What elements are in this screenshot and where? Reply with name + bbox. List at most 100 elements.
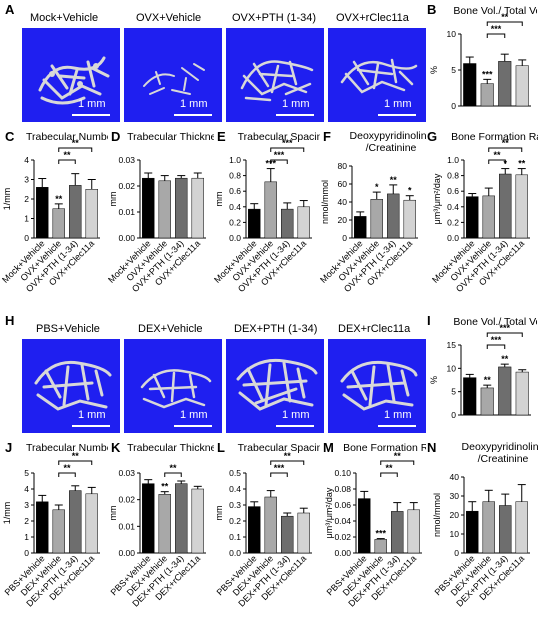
- y-axis-label: mm: [214, 192, 224, 207]
- y-tick-label: 0.08: [334, 484, 351, 494]
- chart-title: Trabecular Spacing: [238, 131, 320, 143]
- micro-ct-image-mock-vehicle: 1 mm: [22, 28, 120, 122]
- scale-bar: [72, 425, 110, 427]
- bar: [482, 195, 495, 239]
- trabecular-bone-render: [340, 58, 418, 116]
- chart-g-bone-formation-rate: Bone Formation Rate 0.0 0.2 0.4 0.6 0.8 1.0 μm³…: [430, 131, 538, 294]
- trabecular-bone-render: [140, 369, 212, 427]
- significance-bracket: [58, 159, 76, 164]
- significance-bracket-label: ***: [274, 150, 285, 160]
- scale-bar: [174, 114, 212, 116]
- chart-k-trabecular-thickness: Trabecular Thickness0.000.010.020.03mmPB…: [108, 442, 214, 609]
- y-tick-label: 80: [338, 161, 348, 171]
- bar: [466, 196, 479, 239]
- scale-bar: [378, 425, 416, 427]
- ct-title-a-2: OVX+Vehicle: [136, 12, 202, 24]
- y-tick-label: 3: [24, 175, 29, 185]
- y-tick-label: 5: [24, 468, 29, 478]
- y-axis-label: mm: [108, 192, 118, 207]
- ct-title-h-2: DEX+Vehicle: [138, 323, 203, 335]
- significance-marker: **: [390, 175, 398, 185]
- significance-bracket-label: **: [72, 451, 80, 461]
- significance-bracket: [488, 159, 506, 164]
- y-tick-label: 0: [451, 410, 456, 420]
- significance-bracket-label: ***: [491, 24, 502, 34]
- bar: [281, 208, 294, 239]
- chart-m-bone-formation-rate: Bone Formation Rate 0.00 0.02 0.04 0.06 0.08 0…: [324, 442, 426, 609]
- y-axis-label: μm³/μm²/day: [432, 173, 442, 224]
- panel-letter-e: E: [217, 129, 226, 144]
- y-tick-label: 10: [447, 29, 457, 39]
- y-tick-label: 0.00: [118, 233, 135, 243]
- significance-bracket: [486, 344, 506, 349]
- chart-title: Trabecular Number: [26, 442, 108, 454]
- y-tick-label: 0.0: [447, 233, 459, 243]
- panel-letter-f: F: [323, 129, 331, 144]
- bar: [69, 490, 82, 554]
- chart-title: Deoxypyridinoline/Creatinine: [462, 441, 538, 465]
- panel-letter-h: H: [5, 313, 15, 328]
- y-tick-label: 40: [338, 197, 348, 207]
- bar: [515, 371, 529, 416]
- bar: [498, 61, 512, 107]
- significance-bracket: [486, 33, 506, 38]
- y-tick-label: 10: [450, 529, 460, 539]
- y-tick-label: 0.4: [229, 202, 241, 212]
- bar: [264, 181, 277, 239]
- significance-marker: ***: [375, 529, 386, 539]
- trabecular-bone-render: [38, 56, 110, 116]
- y-axis-label: mm: [214, 506, 224, 521]
- bar: [158, 180, 171, 239]
- scale-bar: [276, 114, 314, 116]
- significance-bracket-label: **: [394, 451, 402, 461]
- bar: [391, 511, 404, 554]
- y-tick-label: 0: [454, 548, 459, 558]
- scale-bar: [276, 425, 314, 427]
- panel-letter-a: A: [5, 2, 15, 17]
- y-tick-label: 4: [24, 155, 29, 165]
- y-tick-label: 0: [24, 233, 29, 243]
- bar: [191, 488, 204, 554]
- significance-bracket: [380, 460, 415, 465]
- significance-marker: **: [55, 194, 63, 204]
- bar: [52, 509, 65, 554]
- significance-bracket-label: **: [385, 463, 393, 473]
- y-tick-label: 10: [447, 363, 457, 373]
- y-tick-label: 1: [24, 532, 29, 542]
- chart-title-line: /Creatinine: [478, 453, 529, 465]
- chart-title: Deoxypyridinoline/Creatinine: [350, 130, 426, 154]
- bar: [191, 177, 204, 239]
- bar: [248, 208, 261, 239]
- y-tick-label: 2: [24, 516, 29, 526]
- significance-bracket-label: ***: [274, 463, 285, 473]
- y-axis-label: μm³/μm²/day: [324, 487, 334, 538]
- y-tick-label: 0.04: [334, 516, 351, 526]
- y-tick-label: 0.01: [118, 521, 135, 531]
- significance-bracket-label: ***: [491, 335, 502, 345]
- chart-title: Bone Formation Rate: [451, 131, 538, 143]
- significance-bracket-label: **: [502, 138, 510, 148]
- significance-bracket-label: **: [169, 463, 177, 473]
- bar: [36, 187, 49, 239]
- bar: [175, 177, 188, 239]
- y-axis-label: %: [429, 376, 439, 384]
- y-tick-label: 0.2: [229, 217, 241, 227]
- y-tick-label: 1.0: [447, 155, 459, 165]
- chart-title: Trabecular Spacing: [238, 442, 320, 454]
- significance-bracket-label: **: [63, 150, 71, 160]
- y-tick-label: 5: [451, 387, 456, 397]
- micro-ct-image-ovx-vehicle: 1 mm: [124, 28, 222, 122]
- y-axis-label: nmol/mmol: [320, 180, 330, 224]
- ct-title-h-1: PBS+Vehicle: [36, 323, 100, 335]
- trabecular-bone-render: [340, 360, 418, 427]
- chart-e-trabecular-spacing: Trabecular Spacing0.00.20.40.60.81.0mmMo…: [212, 131, 320, 294]
- significance-bracket: [164, 472, 182, 477]
- chart-title: Bone Formation Rate: [343, 442, 426, 454]
- scale-label: 1 mm: [384, 98, 412, 110]
- chart-f-deoxypyridinoline: Deoxypyridinoline/Creatinine 0 20 40 60 80 nmo…: [318, 130, 426, 294]
- micro-ct-image-dex-pth: 1 mm: [226, 339, 324, 433]
- y-tick-label: 0.06: [334, 500, 351, 510]
- scale-label: 1 mm: [180, 98, 208, 110]
- significance-bracket: [486, 332, 523, 337]
